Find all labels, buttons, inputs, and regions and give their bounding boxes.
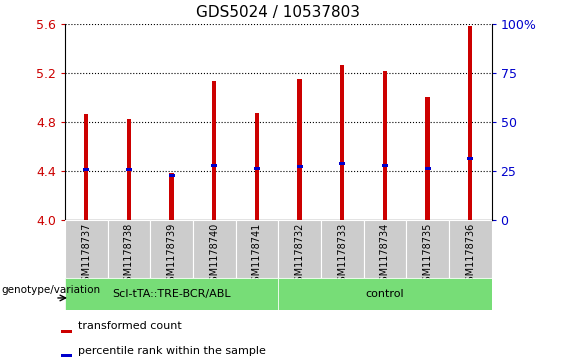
Text: GSM1178734: GSM1178734 xyxy=(380,223,390,288)
Text: GSM1178733: GSM1178733 xyxy=(337,223,347,288)
Bar xyxy=(150,220,193,278)
Bar xyxy=(65,278,278,310)
Bar xyxy=(107,220,150,278)
Bar xyxy=(425,97,430,220)
Bar xyxy=(339,162,345,165)
Bar xyxy=(127,119,131,220)
Text: GSM1178741: GSM1178741 xyxy=(252,223,262,288)
Bar xyxy=(424,167,431,170)
Bar xyxy=(449,220,492,278)
Bar xyxy=(254,167,260,170)
Bar xyxy=(383,72,387,220)
Bar xyxy=(212,81,216,220)
Bar xyxy=(168,174,175,177)
Title: GDS5024 / 10537803: GDS5024 / 10537803 xyxy=(196,5,360,20)
Bar xyxy=(255,113,259,220)
Bar xyxy=(406,220,449,278)
Text: percentile rank within the sample: percentile rank within the sample xyxy=(78,346,266,356)
Bar xyxy=(279,220,321,278)
Bar xyxy=(297,166,303,168)
Bar xyxy=(297,79,302,220)
Text: GSM1178739: GSM1178739 xyxy=(167,223,177,288)
Text: GSM1178737: GSM1178737 xyxy=(81,223,92,288)
Bar xyxy=(364,220,406,278)
Text: GSM1178735: GSM1178735 xyxy=(423,223,433,288)
Bar xyxy=(321,220,364,278)
Bar xyxy=(83,168,89,171)
Bar xyxy=(382,164,388,167)
Text: genotype/variation: genotype/variation xyxy=(1,285,101,295)
Bar xyxy=(236,220,278,278)
Bar xyxy=(84,114,89,220)
Bar xyxy=(468,26,472,220)
Text: transformed count: transformed count xyxy=(78,321,182,331)
Bar xyxy=(61,330,72,333)
Text: GSM1178732: GSM1178732 xyxy=(294,223,305,288)
Bar xyxy=(170,173,174,220)
Bar xyxy=(61,354,72,357)
Text: GSM1178738: GSM1178738 xyxy=(124,223,134,288)
Bar xyxy=(65,220,107,278)
Bar xyxy=(126,168,132,171)
Bar xyxy=(211,164,218,167)
Text: ScI-tTA::TRE-BCR/ABL: ScI-tTA::TRE-BCR/ABL xyxy=(112,289,231,299)
Bar xyxy=(467,157,473,160)
Text: GSM1178736: GSM1178736 xyxy=(465,223,475,288)
Text: control: control xyxy=(366,289,404,299)
Bar xyxy=(193,220,236,278)
Text: GSM1178740: GSM1178740 xyxy=(209,223,219,288)
Bar xyxy=(340,65,345,220)
Bar xyxy=(279,278,492,310)
